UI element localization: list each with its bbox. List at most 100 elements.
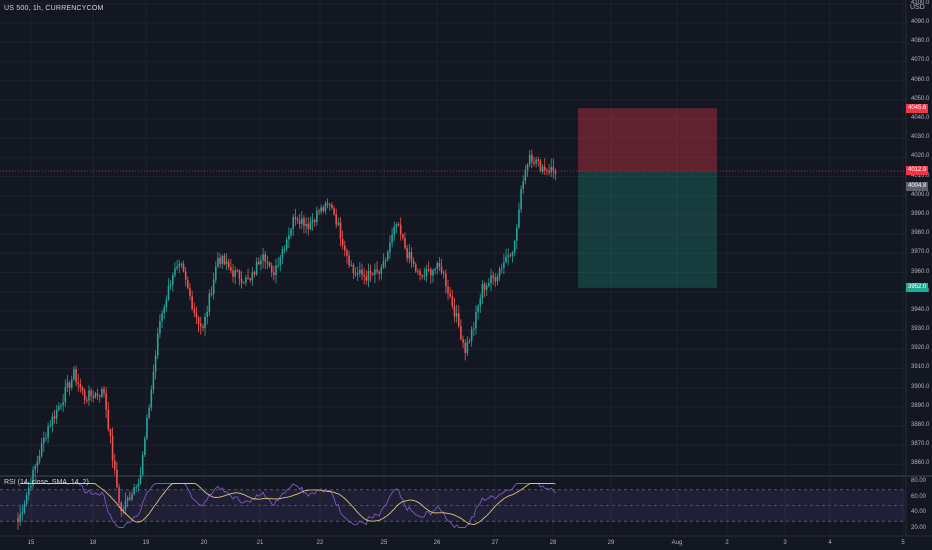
price-tick: 3970.0: [911, 249, 930, 256]
price-tick: 4080.0: [911, 38, 930, 45]
price-tick: 3930.0: [911, 326, 930, 333]
candle: [58, 402, 60, 412]
candle: [320, 204, 322, 215]
candle: [163, 304, 165, 319]
candle: [109, 428, 112, 444]
candle: [550, 158, 552, 178]
rsi-line: [20, 483, 556, 529]
rsi-tick: 40.00: [911, 509, 927, 516]
rsi-indicator-label[interactable]: RSI (14, close, SMA, 14, 2): [4, 479, 89, 486]
candle: [455, 304, 458, 323]
price-badge: 4012.9: [906, 166, 929, 176]
price-tick: 3940.0: [911, 306, 930, 313]
candle: [322, 205, 325, 214]
candle: [520, 185, 522, 213]
price-tick: 3920.0: [911, 345, 930, 352]
candle: [122, 505, 125, 515]
candle: [367, 263, 370, 288]
time-tick: 19: [142, 540, 150, 546]
candle: [333, 205, 335, 216]
candle: [434, 267, 436, 275]
price-tick: 3990.0: [911, 210, 930, 217]
price-badge: 4004.8: [906, 182, 929, 192]
time-tick: 28: [549, 540, 557, 546]
candle: [174, 262, 176, 278]
candle: [285, 236, 288, 253]
candle: [369, 264, 372, 282]
candle: [309, 216, 312, 231]
candle: [464, 339, 466, 361]
candle: [481, 279, 484, 304]
candle: [348, 250, 350, 268]
candle: [268, 261, 271, 268]
candle: [86, 396, 88, 404]
candle: [178, 259, 181, 274]
candle: [380, 264, 383, 280]
candle: [346, 248, 348, 264]
candle: [227, 258, 230, 270]
candle: [25, 492, 28, 507]
candle: [483, 281, 486, 298]
candle: [376, 260, 378, 275]
rsi-sma-line: [20, 483, 556, 525]
candle: [548, 164, 550, 176]
grid: [0, 0, 932, 537]
candle: [88, 385, 90, 406]
candle: [236, 268, 239, 273]
candle: [255, 257, 258, 277]
candle: [98, 394, 101, 403]
price-tick: 4050.0: [911, 95, 930, 102]
candle: [294, 208, 297, 226]
candle: [51, 412, 54, 433]
candle: [462, 335, 464, 349]
price-tick: 3860.0: [911, 460, 930, 467]
candle: [511, 250, 514, 263]
candle: [423, 267, 426, 281]
candle: [430, 267, 432, 284]
candle: [212, 272, 215, 300]
candle: [354, 267, 357, 278]
price-badge: 4045.6: [906, 103, 929, 113]
candle: [30, 477, 32, 491]
candle: [262, 248, 264, 269]
candle: [101, 387, 103, 399]
candle: [264, 250, 267, 270]
candle: [172, 272, 174, 292]
time-tick: 3: [783, 540, 787, 546]
candle: [118, 483, 120, 509]
price-tick: 4000.0: [911, 191, 930, 198]
candle: [442, 270, 445, 279]
candle: [260, 254, 262, 271]
candle: [382, 253, 385, 269]
candle: [516, 224, 518, 250]
candle: [206, 305, 208, 325]
candle: [539, 158, 542, 173]
candle: [131, 491, 133, 502]
candle: [324, 201, 327, 215]
candle: [331, 202, 333, 210]
price-tick: 4030.0: [911, 134, 930, 141]
price-tick: 4040.0: [911, 114, 930, 121]
candle: [298, 214, 301, 230]
symbol-title[interactable]: US 500, 1h, CURRENCYCOM: [4, 5, 104, 12]
candle: [79, 378, 82, 393]
candle: [21, 504, 24, 522]
price-tick: 4090.0: [911, 19, 930, 26]
time-tick: 18: [89, 540, 97, 546]
candle: [45, 432, 47, 442]
time-tick: 5: [901, 540, 905, 546]
position-tool[interactable]: [0, 108, 905, 288]
candle: [356, 266, 359, 281]
candle: [537, 156, 540, 167]
candle: [217, 252, 219, 269]
candle: [159, 314, 161, 339]
candle: [242, 281, 245, 284]
candle: [490, 268, 492, 292]
candle: [154, 350, 157, 380]
candle: [152, 364, 155, 394]
candle: [402, 233, 404, 241]
candle: [503, 253, 505, 275]
candle: [479, 293, 482, 313]
candle: [40, 437, 43, 458]
